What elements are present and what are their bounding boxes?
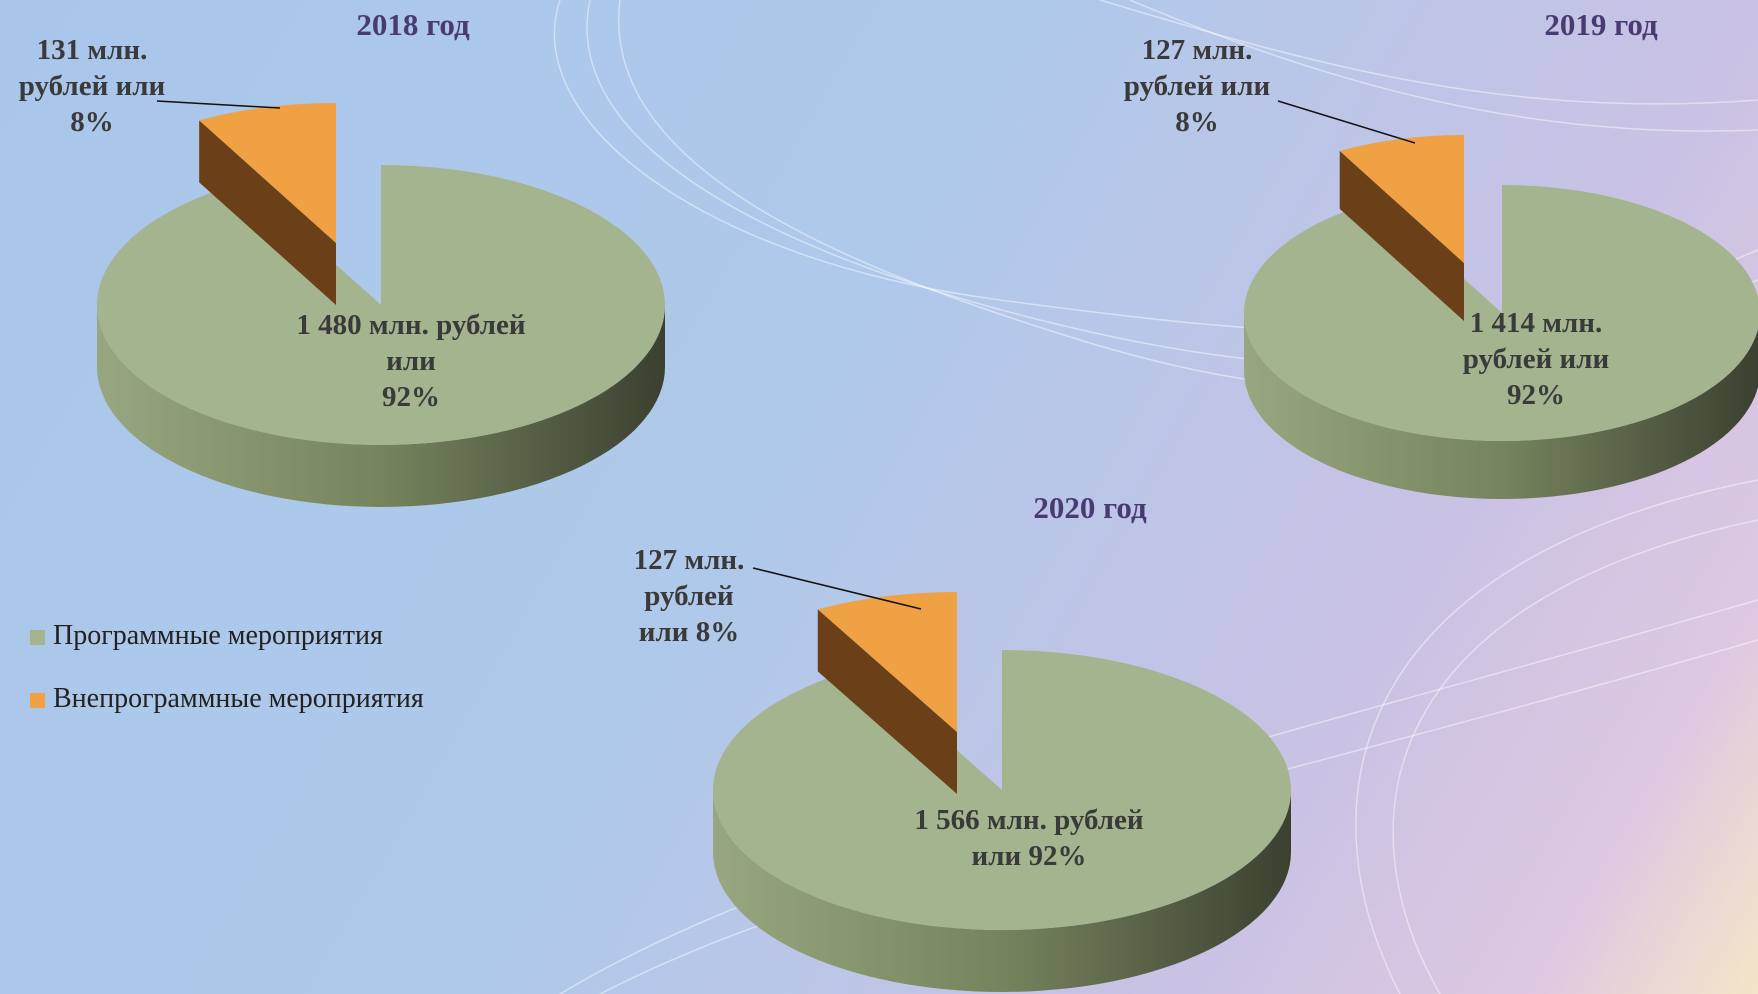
legend-swatch — [30, 693, 45, 708]
slice — [713, 650, 1291, 930]
legend-swatch — [30, 630, 45, 645]
data-label: 131 млн. рублей или 8% — [19, 32, 165, 140]
slide: Программные мероприятия Внепрограммные м… — [0, 0, 1758, 994]
data-label: 1 566 млн. рублей или 92% — [914, 802, 1143, 874]
legend-label: Программные мероприятия — [53, 620, 383, 652]
data-label: 1 414 млн. рублей или 92% — [1425, 305, 1647, 413]
chart-canvas — [0, 0, 1758, 994]
chart-title: 2020 год — [1033, 490, 1146, 526]
legend-label: Внепрограммные мероприятия — [53, 683, 424, 715]
data-label: 127 млн. рублей или 8% — [1124, 32, 1270, 140]
leader-line — [753, 568, 921, 609]
chart-title: 2018 год — [356, 7, 469, 43]
leader-line — [157, 101, 280, 108]
chart-title: 2019 год — [1544, 7, 1657, 43]
data-label: 127 млн. рублей или 8% — [634, 542, 745, 650]
leader-line — [1278, 101, 1415, 143]
data-label: 1 480 млн. рублей или 92% — [296, 307, 525, 415]
